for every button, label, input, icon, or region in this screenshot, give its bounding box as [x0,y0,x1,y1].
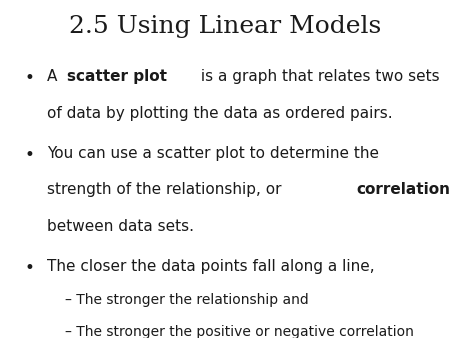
Text: between data sets.: between data sets. [47,219,194,234]
Text: – The stronger the positive or negative correlation: – The stronger the positive or negative … [65,325,414,338]
Text: The closer the data points fall along a line,: The closer the data points fall along a … [47,259,375,274]
Text: – The stronger the relationship and: – The stronger the relationship and [65,293,309,307]
Text: correlation: correlation [356,183,450,197]
Text: of data by plotting the data as ordered pairs.: of data by plotting the data as ordered … [47,106,393,121]
Text: •: • [25,69,35,87]
Text: A: A [47,69,63,84]
Text: •: • [25,146,35,164]
Text: strength of the relationship, or: strength of the relationship, or [47,183,287,197]
Text: 2.5 Using Linear Models: 2.5 Using Linear Models [69,15,381,38]
Text: scatter plot: scatter plot [67,69,167,84]
Text: is a graph that relates two sets: is a graph that relates two sets [196,69,440,84]
Text: You can use a scatter plot to determine the: You can use a scatter plot to determine … [47,146,379,161]
Text: •: • [25,259,35,277]
